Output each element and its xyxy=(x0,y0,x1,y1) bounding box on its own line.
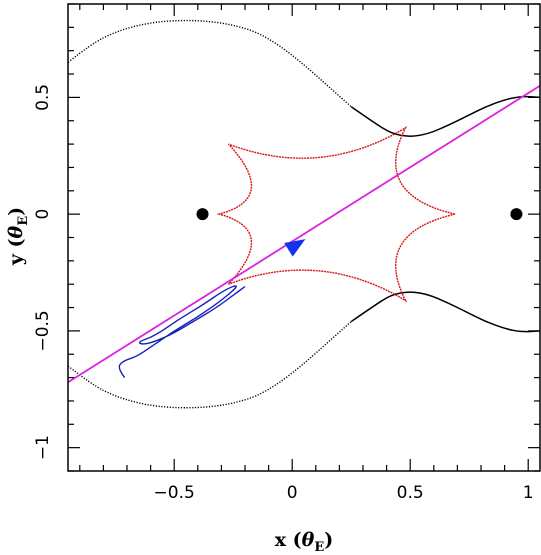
plot-background xyxy=(68,4,540,471)
y-tick-label: −1 xyxy=(33,435,53,460)
y-tick-label: 0 xyxy=(33,209,53,220)
x-axis-label: x (θE) xyxy=(275,529,334,555)
x-axis-label-close: ) xyxy=(324,529,333,551)
tick-labels: −0.5 0 0.5 1 −1 −0.5 0 0.5 xyxy=(33,84,534,503)
caustic-curve xyxy=(216,125,456,303)
x-axis-label-theta: θ xyxy=(302,529,315,551)
direction-arrow xyxy=(284,239,306,257)
x-tick-label: −0.5 xyxy=(154,483,195,503)
source-trajectory xyxy=(68,84,540,384)
x-tick-label: 0 xyxy=(287,483,298,503)
y-axis-label-close: ) xyxy=(5,207,27,216)
y-axis-label: y (θE) xyxy=(5,207,31,266)
plot-content xyxy=(68,19,540,409)
x-tick-label: 0.5 xyxy=(397,483,424,503)
source-trace-curve xyxy=(118,285,246,379)
y-axis-label-main: y ( xyxy=(5,238,27,266)
y-axis-label-sub: E xyxy=(16,216,31,226)
x-axis-label-sub: E xyxy=(314,540,324,555)
axis-ticks xyxy=(68,3,540,472)
critical-curve-lower-solid xyxy=(350,291,540,333)
lens-marker-1 xyxy=(196,208,209,221)
critical-curve-upper-solid xyxy=(350,95,540,137)
y-tick-label: 0.5 xyxy=(33,84,53,111)
lens-marker-2 xyxy=(510,208,523,221)
y-axis-label-theta: θ xyxy=(5,225,27,238)
x-tick-label: 1 xyxy=(523,483,534,503)
y-tick-label: −0.5 xyxy=(33,310,53,351)
x-axis-label-main: x ( xyxy=(275,529,302,551)
